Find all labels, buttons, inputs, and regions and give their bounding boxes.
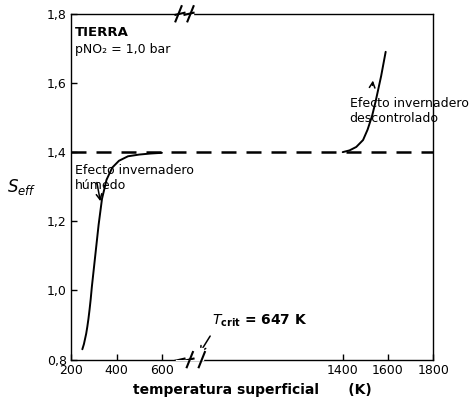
Text: Efecto invernadero
húmedo: Efecto invernadero húmedo bbox=[75, 164, 194, 192]
Text: Efecto invernadero
descontrolado: Efecto invernadero descontrolado bbox=[349, 97, 468, 125]
X-axis label: temperatura superficial      (K): temperatura superficial (K) bbox=[133, 383, 372, 397]
Y-axis label: $\mathit{S}_{eff}$: $\mathit{S}_{eff}$ bbox=[7, 177, 36, 197]
Text: $\mathbf{\mathit{T}_{crit}}$ = 647 K: $\mathbf{\mathit{T}_{crit}}$ = 647 K bbox=[211, 313, 307, 329]
Text: pNO₂ = 1,0 bar: pNO₂ = 1,0 bar bbox=[75, 43, 170, 56]
Text: TIERRA: TIERRA bbox=[75, 26, 129, 39]
